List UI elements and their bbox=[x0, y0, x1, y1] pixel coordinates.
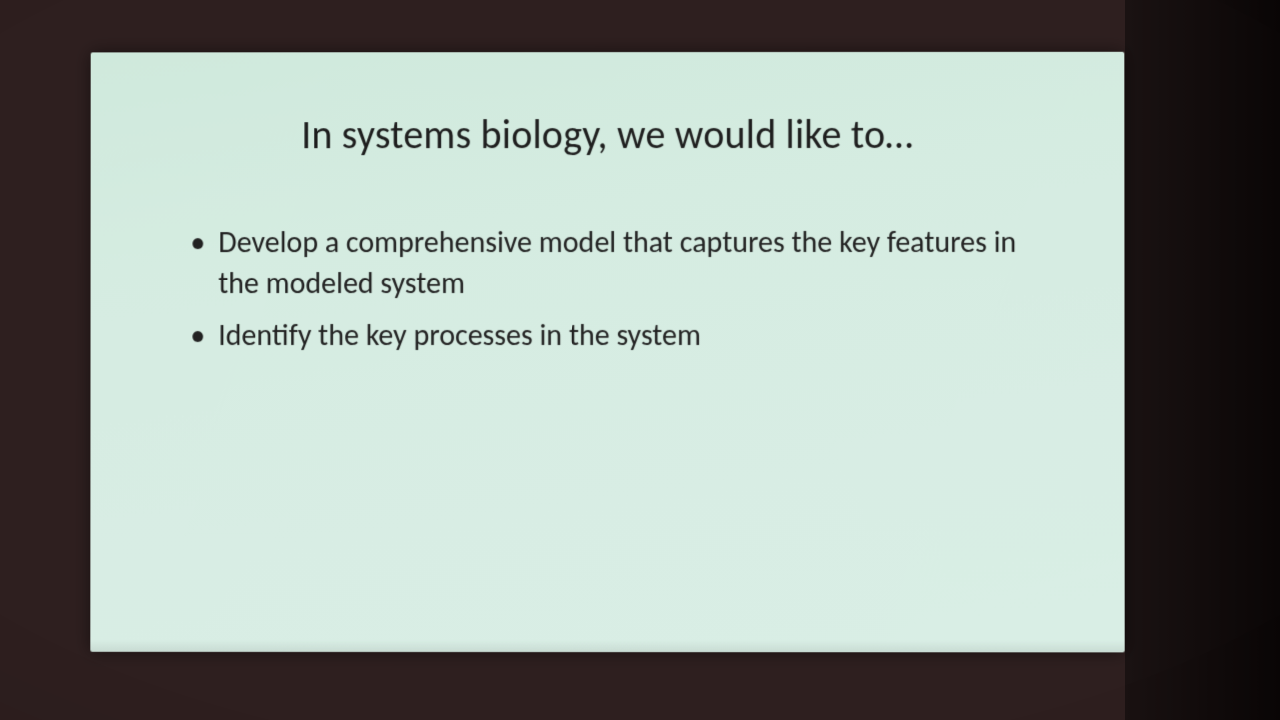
bullet-item: Develop a comprehensive model that captu… bbox=[190, 223, 1046, 304]
slide-title: In systems biology, we would like to… bbox=[91, 52, 1125, 187]
presentation-slide: In systems biology, we would like to… De… bbox=[90, 52, 1124, 653]
bullet-item: Identify the key processes in the system bbox=[190, 316, 1046, 357]
bullet-list: Develop a comprehensive model that captu… bbox=[91, 187, 1125, 357]
slide-content: In systems biology, we would like to… De… bbox=[90, 52, 1124, 653]
room-dark-edge bbox=[1125, 0, 1280, 720]
